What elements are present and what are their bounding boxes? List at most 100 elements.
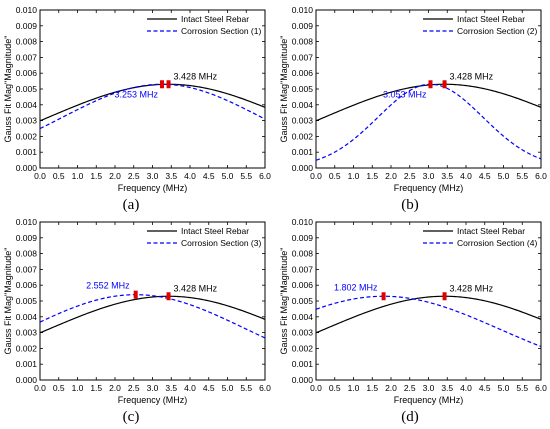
x-axis-title: Frequency (MHz): [118, 183, 188, 193]
peak-annotation: 3.428 MHz: [450, 283, 494, 293]
x-tick-label: 5.5: [240, 383, 252, 393]
x-tick-label: 4.0: [460, 171, 472, 181]
x-tick-label: 2.5: [404, 383, 416, 393]
y-tick-label: 0.009: [16, 233, 38, 243]
x-tick-label: 4.0: [184, 383, 196, 393]
y-tick-label: 0.002: [16, 343, 38, 353]
x-tick-label: 2.0: [109, 171, 121, 181]
y-tick-label: 0.003: [292, 116, 314, 126]
y-tick-label: 0.007: [16, 264, 38, 274]
legend-label: Corrosion Section (4): [457, 238, 537, 248]
y-tick-label: 0.008: [16, 249, 38, 259]
x-tick-label: 3.5: [165, 383, 177, 393]
legend-label: Corrosion Section (2): [457, 26, 537, 36]
series-line-corrosion: [315, 295, 542, 348]
x-tick-label: 6.0: [535, 383, 547, 393]
x-tick-label: 4.5: [479, 383, 491, 393]
x-tick-label: 0.0: [310, 171, 322, 181]
y-tick-label: 0.003: [16, 328, 38, 338]
y-tick-label: 0.001: [292, 359, 314, 369]
x-tick-label: 5.0: [222, 171, 234, 181]
y-tick-label: 0.009: [292, 233, 314, 243]
y-tick-label: 0.010: [16, 5, 38, 15]
x-tick-label: 2.5: [404, 171, 416, 181]
x-tick-label: 5.0: [498, 171, 510, 181]
peak-annotation: 3.428 MHz: [450, 71, 494, 81]
y-tick-label: 0.001: [16, 147, 38, 157]
x-tick-label: 6.0: [535, 171, 547, 181]
y-tick-label: 0.005: [16, 84, 38, 94]
legend-label: Corrosion Section (3): [181, 238, 261, 248]
y-tick-label: 0.002: [292, 343, 314, 353]
chart-panel-3: 0.0 0.5 1.0 1.5 2.0 2.5 3.0 3.5 4.0 4.5 5.0 5.5 6.0 0…: [3, 217, 271, 425]
peak-marker: [166, 292, 171, 301]
y-tick-label: 0.009: [292, 21, 314, 31]
y-tick-label: 0.008: [16, 37, 38, 47]
y-tick-label: 0.007: [292, 264, 314, 274]
x-tick-label: 0.0: [310, 383, 322, 393]
series-line-intact: [39, 295, 266, 334]
x-tick-label: 4.5: [203, 383, 215, 393]
peak-annotation: 3.253 MHz: [114, 89, 158, 99]
y-tick-label: 0.005: [292, 296, 314, 306]
x-tick-label: 0.5: [53, 383, 65, 393]
y-tick-label: 0.002: [16, 131, 38, 141]
y-tick-label: 0.002: [292, 131, 314, 141]
x-tick-label: 5.0: [498, 383, 510, 393]
x-tick-label: 1.5: [366, 383, 378, 393]
y-tick-label: 0.007: [16, 52, 38, 62]
chart-panel-4: 0.0 0.5 1.0 1.5 2.0 2.5 3.0 3.5 4.0 4.5 5.0 5.5 6.0 0…: [279, 217, 547, 425]
y-tick-label: 0.001: [16, 359, 38, 369]
x-tick-label: 1.0: [348, 383, 360, 393]
x-tick-label: 3.0: [147, 383, 159, 393]
y-tick-label: 0.005: [16, 296, 38, 306]
x-tick-label: 2.0: [109, 383, 121, 393]
x-tick-label: 3.5: [165, 171, 177, 181]
series-line-corrosion: [39, 294, 266, 339]
panel-caption: (b): [401, 197, 419, 213]
x-tick-label: 1.5: [90, 383, 102, 393]
x-tick-label: 0.5: [329, 383, 341, 393]
x-tick-label: 2.0: [385, 171, 397, 181]
peak-marker: [442, 80, 447, 89]
peak-marker: [133, 290, 138, 299]
legend-label: Intact Steel Rebar: [457, 14, 525, 24]
y-tick-label: 0.010: [16, 217, 38, 227]
panel-caption: (a): [123, 197, 140, 213]
chart-panel-1: 0.0 0.5 1.0 1.5 2.0 2.5 3.0 3.5 4.0 4.5 5.0 5.5 6.0 0…: [3, 5, 271, 213]
y-tick-label: 0.010: [292, 5, 314, 15]
peak-marker: [166, 80, 171, 89]
x-tick-label: 2.0: [385, 383, 397, 393]
x-axis-title: Frequency (MHz): [394, 183, 464, 193]
x-tick-label: 0.5: [329, 171, 341, 181]
x-axis-title: Frequency (MHz): [118, 395, 188, 405]
peak-marker: [381, 292, 386, 301]
x-tick-label: 1.0: [72, 171, 84, 181]
peak-annotation: 3.428 MHz: [174, 283, 218, 293]
y-tick-label: 0.009: [16, 21, 38, 31]
y-tick-label: 0.000: [16, 375, 38, 385]
y-tick-label: 0.006: [292, 280, 314, 290]
series-line-intact: [315, 83, 542, 122]
x-tick-label: 4.0: [460, 383, 472, 393]
y-tick-label: 0.007: [292, 52, 314, 62]
y-tick-label: 0.000: [292, 163, 314, 173]
x-tick-label: 2.5: [128, 383, 140, 393]
chart-panel-2: 0.0 0.5 1.0 1.5 2.0 2.5 3.0 3.5 4.0 4.5 5.0 5.5 6.0 0…: [279, 5, 547, 213]
x-tick-label: 3.5: [441, 383, 453, 393]
x-tick-label: 4.0: [184, 171, 196, 181]
y-tick-label: 0.005: [292, 84, 314, 94]
y-tick-label: 0.006: [16, 68, 38, 78]
panel-caption: (c): [123, 409, 140, 425]
series-line-intact: [39, 83, 266, 122]
peak-annotation: 3.428 MHz: [174, 71, 218, 81]
peak-marker: [159, 80, 164, 89]
x-tick-label: 3.5: [441, 171, 453, 181]
x-tick-label: 1.0: [348, 171, 360, 181]
series-line-corrosion: [39, 83, 266, 130]
peak-annotation: 3.053 MHz: [383, 89, 427, 99]
x-tick-label: 5.0: [222, 383, 234, 393]
x-tick-label: 1.0: [72, 383, 84, 393]
x-tick-label: 6.0: [259, 383, 271, 393]
